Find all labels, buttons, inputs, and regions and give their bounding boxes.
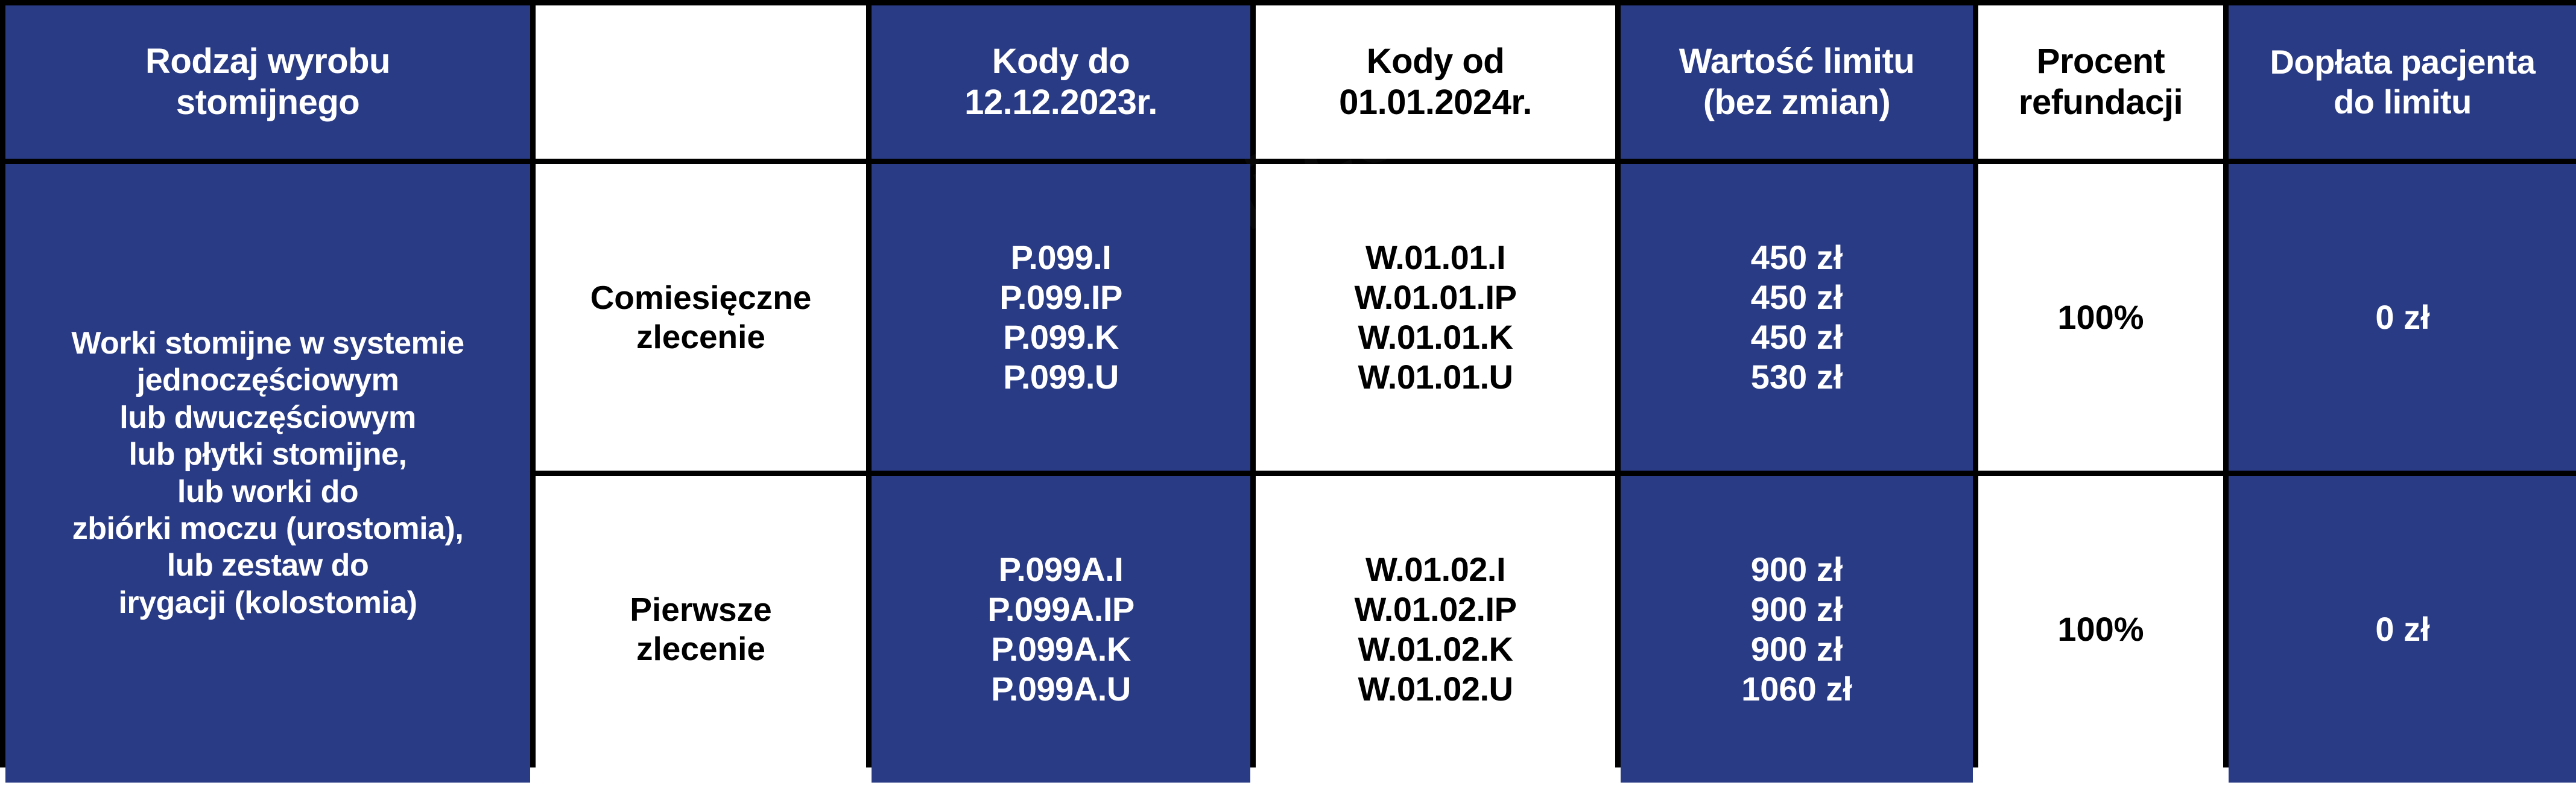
- header-line-1: Kody do: [992, 41, 1130, 81]
- codes-old-cell: P.099A.I P.099A.IP P.099A.K P.099A.U: [872, 476, 1250, 783]
- code-old: P.099A.U: [991, 670, 1131, 708]
- code-new: W.01.01.K: [1358, 318, 1513, 356]
- table-row: Worki stomijne w systemie jednoczęściowy…: [5, 164, 2576, 783]
- codes-new-cell: W.01.02.I W.01.02.IP W.01.02.K W.01.02.U: [1256, 476, 1615, 783]
- patient-copay-cell: 0 zł: [2229, 476, 2576, 783]
- order-type-cell: Pierwsze zlecenie: [536, 476, 866, 783]
- header-line-2: refundacji: [2018, 83, 2183, 122]
- product-description-line: jednoczęściowym: [136, 363, 399, 398]
- header-cell-product-type: Rodzaj wyrobu stomijnego: [5, 5, 530, 159]
- header-cell-limit-value: Wartość limitu (bez zmian): [1621, 5, 1973, 159]
- code-new: W.01.01.IP: [1354, 278, 1517, 316]
- code-old: P.099A.IP: [987, 589, 1135, 628]
- header-line-2: (bez zmian): [1703, 83, 1891, 122]
- header-line-1: Rodzaj wyrobu: [145, 41, 390, 81]
- product-description-line: lub worki do: [177, 474, 359, 509]
- header-line-1: Procent: [2036, 41, 2165, 81]
- codes-old-cell: P.099.I P.099.IP P.099.K P.099.U: [872, 164, 1250, 471]
- header-line-2: do limitu: [2334, 83, 2472, 121]
- product-description-line: lub płytki stomijne,: [128, 437, 407, 472]
- limit-value-cell: 900 zł 900 zł 900 zł 1060 zł: [1621, 476, 1973, 783]
- refund-percent-cell: 100%: [1978, 476, 2223, 783]
- order-type-line: zlecenie: [636, 630, 765, 667]
- limit-value-cell: 450 zł 450 zł 450 zł 530 zł: [1621, 164, 1973, 471]
- product-description-line: zbiórki moczu (urostomia),: [72, 510, 464, 546]
- header-line-2: 01.01.2024r.: [1339, 83, 1532, 122]
- limit-value: 450 zł: [1750, 238, 1843, 276]
- product-description-line: Worki stomijne w systemie: [71, 326, 464, 361]
- order-type-line: zlecenie: [636, 318, 765, 355]
- order-type-line: Pierwsze: [630, 591, 772, 629]
- header-line-1: Dopłata pacjenta: [2270, 42, 2536, 81]
- header-cell-codes-new: Kody od 01.01.2024r.: [1256, 5, 1615, 159]
- code-old: P.099.IP: [999, 278, 1122, 316]
- header-cell-codes-old: Kody do 12.12.2023r.: [872, 5, 1250, 159]
- code-new: W.01.01.U: [1358, 358, 1513, 396]
- header-line-2: 12.12.2023r.: [964, 83, 1157, 122]
- product-description-line: lub zestaw do: [166, 548, 369, 583]
- limit-value: 450 zł: [1750, 318, 1843, 356]
- code-new: W.01.02.I: [1365, 550, 1506, 588]
- header-line-1: Kody od: [1366, 41, 1505, 81]
- product-description-cell: Worki stomijne w systemie jednoczęściowy…: [5, 164, 530, 783]
- limit-value: 530 zł: [1750, 358, 1843, 396]
- code-new: W.01.01.I: [1365, 238, 1506, 276]
- code-old: P.099.I: [1010, 238, 1112, 276]
- code-new: W.01.02.U: [1358, 670, 1513, 708]
- table-row: Pierwsze zlecenie P.099A.I P.099A.IP P.0…: [5, 476, 2576, 783]
- table-header-row: Rodzaj wyrobu stomijnego Kody do 12.12.2…: [5, 5, 2576, 159]
- limit-value: 900 zł: [1750, 630, 1843, 668]
- limit-value: 1060 zł: [1741, 670, 1852, 708]
- limit-value: 900 zł: [1750, 589, 1843, 628]
- order-type-cell: Comiesięczne zlecenie: [536, 164, 866, 471]
- product-description-line: lub dwuczęściowym: [119, 399, 416, 435]
- header-line-2: stomijnego: [176, 83, 360, 122]
- product-description-line: irygacji (kolostomia): [118, 585, 417, 620]
- codes-new-cell: W.01.01.I W.01.01.IP W.01.01.K W.01.01.U: [1256, 164, 1615, 471]
- order-type-line: Comiesięczne: [590, 279, 812, 317]
- header-cell-patient-copay: Dopłata pacjenta do limitu: [2229, 5, 2576, 159]
- refund-percent-cell: 100%: [1978, 164, 2223, 471]
- header-line-1: Wartość limitu: [1679, 41, 1915, 81]
- limit-value: 450 zł: [1750, 278, 1843, 316]
- limit-value: 900 zł: [1750, 550, 1843, 588]
- code-old: P.099A.I: [998, 550, 1124, 588]
- header-cell-refund-percent: Procent refundacji: [1978, 5, 2223, 159]
- code-old: P.099.K: [1003, 318, 1119, 356]
- code-new: W.01.02.K: [1358, 630, 1513, 668]
- header-cell-blank: [536, 5, 866, 159]
- code-old: P.099.U: [1003, 358, 1119, 396]
- code-old: P.099A.K: [991, 630, 1131, 668]
- code-new: W.01.02.IP: [1354, 589, 1517, 628]
- patient-copay-cell: 0 zł: [2229, 164, 2576, 471]
